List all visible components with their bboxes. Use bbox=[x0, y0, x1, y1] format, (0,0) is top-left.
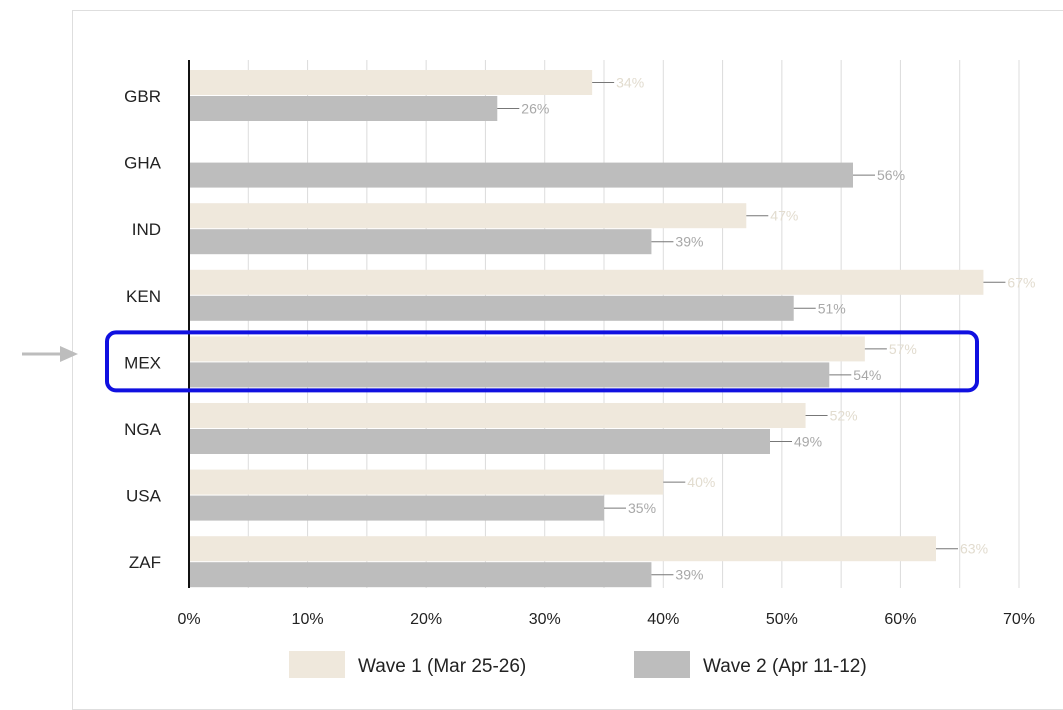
data-label: 47% bbox=[770, 208, 798, 224]
bar bbox=[189, 362, 830, 388]
category-label: NGA bbox=[124, 420, 162, 439]
category-label: ZAF bbox=[129, 553, 161, 572]
category-label: GBR bbox=[124, 87, 161, 106]
data-label: 40% bbox=[687, 474, 715, 490]
x-tick-labels: 0% 10% 20% 30% 40% 50% 60% 70% bbox=[177, 611, 1035, 628]
category-label: IND bbox=[132, 220, 161, 239]
bar bbox=[189, 536, 936, 562]
data-labels: 34% 26% 56% 47% 39% 67% 51% 57% 54% 52% 49% 40% 35% 6… bbox=[497, 75, 1035, 583]
category-label: GHA bbox=[124, 154, 162, 173]
category-label: MEX bbox=[124, 353, 161, 372]
category-labels: GBR GHA IND KEN MEX NGA USA ZAF bbox=[124, 87, 162, 572]
legend-swatch bbox=[289, 651, 345, 678]
data-label: 56% bbox=[877, 167, 905, 183]
legend: Wave 1 (Mar 25-26) Wave 2 (Apr 11-12) bbox=[289, 651, 867, 678]
bar bbox=[189, 70, 593, 95]
x-tick-label: 10% bbox=[292, 611, 324, 628]
x-tick-label: 50% bbox=[766, 611, 798, 628]
data-label: 39% bbox=[675, 567, 703, 583]
legend-swatch bbox=[634, 651, 690, 678]
legend-label: Wave 2 (Apr 11-12) bbox=[703, 656, 867, 677]
bar bbox=[189, 469, 664, 495]
data-label: 57% bbox=[889, 341, 917, 357]
data-label: 35% bbox=[628, 500, 656, 516]
data-label: 54% bbox=[853, 367, 881, 383]
bar bbox=[189, 495, 604, 521]
data-label: 49% bbox=[794, 434, 822, 450]
arrow-pointer-icon bbox=[22, 346, 78, 362]
x-tick-label: 60% bbox=[884, 611, 916, 628]
data-label: 51% bbox=[818, 300, 846, 316]
category-label: KEN bbox=[126, 287, 161, 306]
data-label: 34% bbox=[616, 75, 644, 91]
bar bbox=[189, 203, 747, 229]
highlight-box bbox=[105, 330, 979, 393]
x-tick-label: 70% bbox=[1003, 611, 1035, 628]
x-tick-label: 20% bbox=[410, 611, 442, 628]
data-label: 39% bbox=[675, 234, 703, 250]
bar bbox=[189, 269, 984, 295]
bar bbox=[189, 336, 865, 362]
category-label: USA bbox=[126, 487, 162, 506]
data-label: 52% bbox=[830, 408, 858, 424]
bar-chart: 34% 26% 56% 47% 39% 67% 51% 57% 54% 52% 49% 40% 35% 6… bbox=[105, 60, 1035, 678]
highlight-group bbox=[105, 330, 979, 393]
x-tick-label: 0% bbox=[177, 611, 200, 628]
data-label: 63% bbox=[960, 541, 988, 557]
bar bbox=[189, 403, 806, 428]
bar bbox=[189, 96, 498, 121]
bar bbox=[189, 562, 652, 588]
bar bbox=[189, 162, 853, 188]
legend-label: Wave 1 (Mar 25-26) bbox=[358, 656, 526, 677]
bar bbox=[189, 295, 794, 321]
bars bbox=[189, 70, 984, 588]
x-tick-label: 40% bbox=[647, 611, 679, 628]
bar bbox=[189, 229, 652, 255]
grid-lines bbox=[247, 60, 1020, 588]
x-tick-label: 30% bbox=[529, 611, 561, 628]
bar bbox=[189, 429, 770, 454]
data-label: 67% bbox=[1007, 274, 1035, 290]
data-label: 26% bbox=[521, 101, 549, 117]
